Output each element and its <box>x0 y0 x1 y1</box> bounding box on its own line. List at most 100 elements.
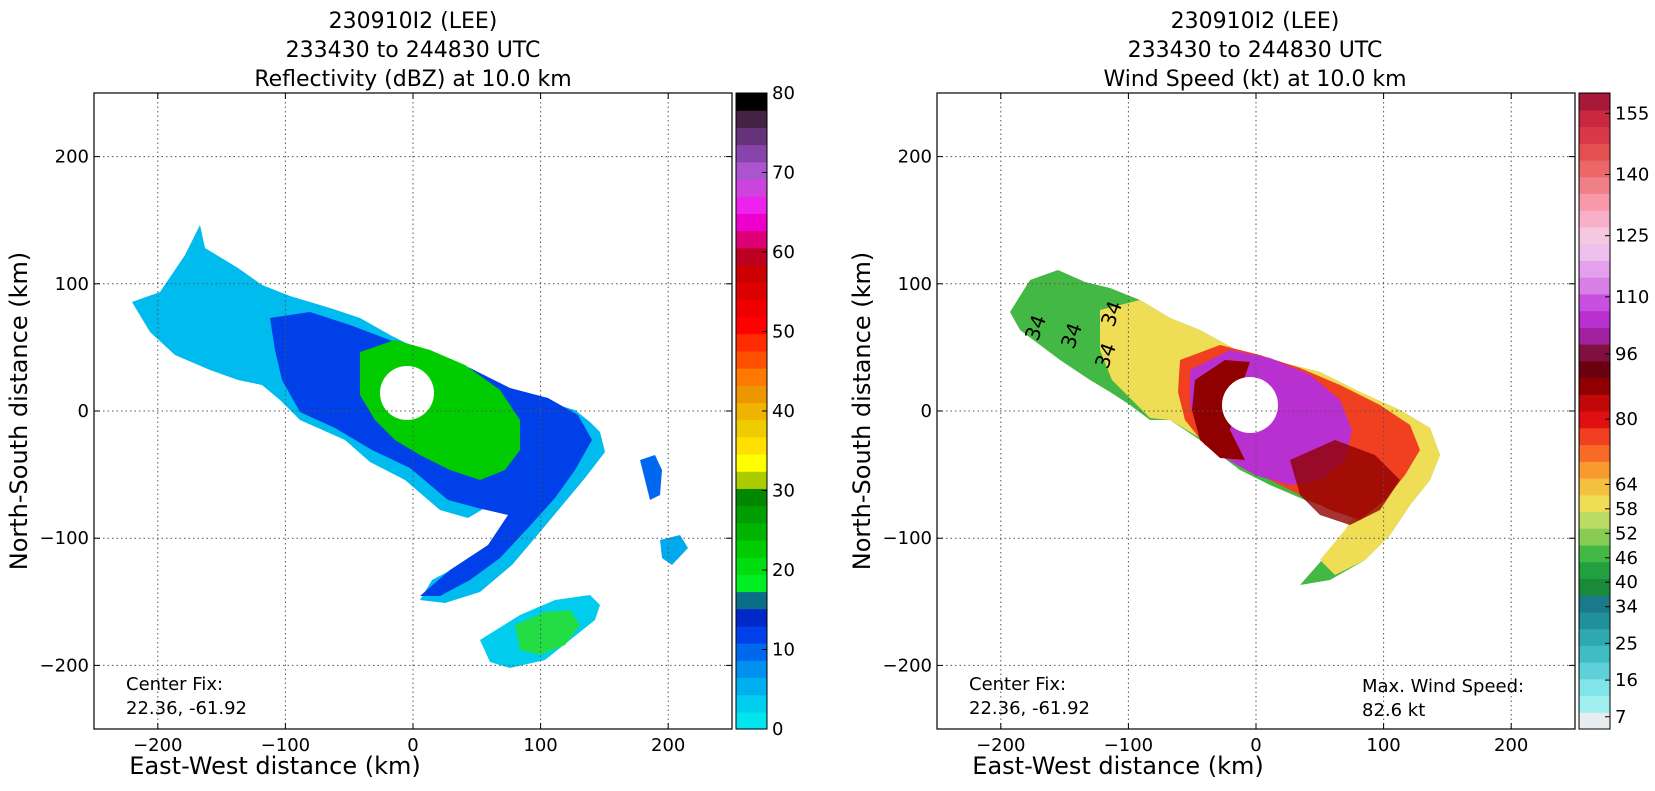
wind-core-south <box>1290 440 1400 525</box>
wind-colorbar-swatch <box>1579 561 1610 579</box>
reflectivity-axes-frame <box>93 92 733 730</box>
reflectivity-colorbar-tick-label: 30 <box>772 481 795 502</box>
reflectivity-center-fix-label: Center Fix: <box>126 674 223 695</box>
reflectivity-colorbar-tick-label: 0 <box>772 719 783 740</box>
echo-east-2 <box>660 535 688 565</box>
wind-colorbar-tick-label: 58 <box>1615 499 1638 520</box>
reflectivity-ytick-label: 0 <box>78 401 89 422</box>
reflectivity-xtick-label: 100 <box>523 735 557 756</box>
wind-ytick-label: −100 <box>883 528 932 549</box>
reflectivity-xtick-label: 200 <box>651 735 685 756</box>
wind-colorbar-swatch <box>1579 126 1610 144</box>
reflectivity-colorbar-swatch <box>736 161 767 180</box>
wind-colorbar-swatch <box>1579 344 1610 362</box>
reflectivity-ticks: −200 −100 0 100 200 −200 −100 0 100 200 <box>40 93 732 756</box>
wind-title: 230910I2 (LEE) 233430 to 244830 UTC Wind… <box>1103 9 1406 92</box>
reflectivity-title-line-1: 230910I2 (LEE) <box>329 9 498 34</box>
wind-eye <box>1222 377 1278 433</box>
reflectivity-field <box>132 225 688 668</box>
wind-colorbar-swatch <box>1579 327 1610 345</box>
reflectivity-xlabel: East-West distance (km) <box>129 752 420 780</box>
wind-colorbar-swatch <box>1579 310 1610 328</box>
wind-colorbar-tick-label: 64 <box>1615 474 1638 495</box>
wind-colorbar-swatch <box>1579 477 1610 496</box>
wind-colorbar-tick-label: 140 <box>1615 165 1649 186</box>
wind-xtick-label: 200 <box>1494 735 1528 756</box>
reflectivity-colorbar-ticks: 0 10 20 30 40 50 60 70 80 <box>762 83 795 740</box>
wind-axes-frame <box>936 92 1576 730</box>
wind-colorbar-swatch <box>1579 595 1610 613</box>
wind-colorbar-tick-label: 96 <box>1615 344 1638 365</box>
wind-colorbar-swatch <box>1579 695 1610 713</box>
echo-east-1 <box>640 455 662 500</box>
wind-colorbar-swatch <box>1579 427 1610 446</box>
wind-colorbar-swatch <box>1579 411 1610 429</box>
wind-colorbar-tick-label: 25 <box>1615 633 1638 654</box>
wind-ticks: −200 −100 0 100 200 −200 −100 0 100 200 <box>883 93 1575 756</box>
wind-title-line-1: 230910I2 (LEE) <box>1171 9 1340 34</box>
wind-colorbar-swatch <box>1579 176 1610 195</box>
max-wind-value: 82.6 kt <box>1362 700 1425 721</box>
reflectivity-colorbar-swatch <box>736 299 767 318</box>
reflectivity-colorbar-swatch <box>736 608 767 627</box>
reflectivity-colorbar-swatch <box>736 505 767 524</box>
wind-colorbar-swatch <box>1579 109 1610 128</box>
echo-south-core <box>515 610 580 655</box>
reflectivity-colorbar-swatch <box>736 247 767 266</box>
reflectivity-colorbar-swatch <box>736 694 767 713</box>
reflectivity-colorbar-swatch <box>736 196 767 214</box>
reflectivity-colorbar-swatch <box>736 127 767 146</box>
wind-title-line-3: Wind Speed (kt) at 10.0 km <box>1103 67 1406 92</box>
wind-ytick-label: 200 <box>898 147 932 168</box>
wind-colorbar-swatch <box>1579 243 1610 261</box>
reflectivity-colorbar-swatch <box>736 402 767 421</box>
wind-colorbar-swatch <box>1579 662 1610 680</box>
reflectivity-colorbar-swatch <box>736 333 767 352</box>
wind-xtick-label: −200 <box>976 735 1025 756</box>
wind-ylabel: North-South distance (km) <box>848 252 876 571</box>
reflectivity-colorbar-tick-label: 80 <box>772 83 795 104</box>
reflectivity-grid <box>94 93 732 729</box>
reflectivity-colorbar-swatch <box>736 677 767 696</box>
reflectivity-ytick-label: −200 <box>40 655 89 676</box>
wind-grid <box>937 93 1575 729</box>
wind-colorbar-tick-label: 7 <box>1615 707 1626 728</box>
reflectivity-colorbar-swatch <box>736 574 767 593</box>
wind-colorbar-tick-label: 34 <box>1615 597 1638 618</box>
reflectivity-colorbar <box>736 93 767 730</box>
reflectivity-center-fix-value: 22.36, -61.92 <box>126 698 247 719</box>
wind-colorbar-swatch <box>1579 511 1610 529</box>
wind-colorbar-tick-label: 155 <box>1615 103 1649 124</box>
reflectivity-ytick-label: 100 <box>55 274 89 295</box>
wind-colorbar-tick-label: 16 <box>1615 670 1638 691</box>
wind-xlabel: East-West distance (km) <box>972 752 1263 780</box>
wind-colorbar-tick-label: 52 <box>1615 523 1638 544</box>
reflectivity-colorbar-tick-label: 60 <box>772 242 795 263</box>
wind-colorbar-swatch <box>1579 628 1610 646</box>
reflectivity-colorbar-swatch <box>736 368 767 386</box>
wind-colorbar-swatch <box>1579 93 1610 111</box>
reflectivity-colorbar-swatch <box>736 110 767 128</box>
reflectivity-colorbar-swatch <box>736 144 767 163</box>
reflectivity-title-line-2: 233430 to 244830 UTC <box>286 38 541 63</box>
reflectivity-colorbar-swatch <box>736 385 767 404</box>
wind-colorbar-swatch <box>1579 712 1610 730</box>
wind-colorbar-swatch <box>1579 494 1610 513</box>
wind-colorbar-swatch <box>1579 578 1610 596</box>
wind-center-fix-label: Center Fix: <box>969 674 1066 695</box>
reflectivity-colorbar-swatch <box>736 625 767 644</box>
eye <box>380 366 434 420</box>
wind-colorbar-swatch <box>1579 528 1610 546</box>
wind-colorbar-tick-label: 125 <box>1615 226 1649 247</box>
wind-colorbar-ticks: 7 16 25 34 40 46 52 58 64 80 96 110 125 140 155 <box>1605 103 1649 728</box>
wind-colorbar-swatch <box>1579 260 1610 278</box>
reflectivity-colorbar-swatch <box>736 213 767 232</box>
reflectivity-ylabel: North-South distance (km) <box>5 252 33 571</box>
reflectivity-colorbar-tick-label: 50 <box>772 322 795 343</box>
max-wind-label: Max. Wind Speed: <box>1362 676 1524 697</box>
reflectivity-colorbar-swatch <box>736 93 767 111</box>
wind-colorbar-tick-label: 110 <box>1615 287 1649 308</box>
wind-colorbar-swatch <box>1579 360 1610 379</box>
wind-colorbar-tick-label: 40 <box>1615 572 1638 593</box>
